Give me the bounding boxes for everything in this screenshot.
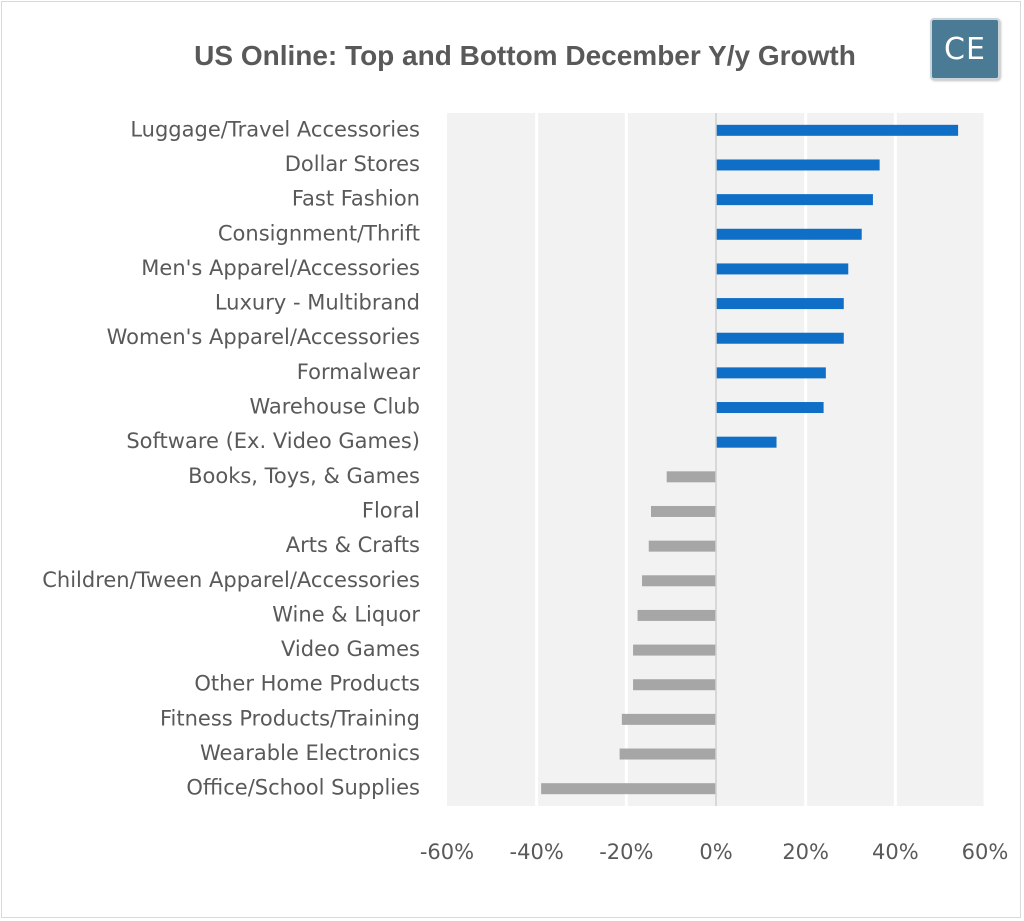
category-label-5: Luxury - Multibrand <box>215 291 420 315</box>
bar-11 <box>650 505 716 517</box>
bar-2 <box>716 194 873 206</box>
category-label-16: Other Home Products <box>194 672 420 696</box>
bar-6 <box>716 332 844 344</box>
category-label-0: Luggage/Travel Accessories <box>130 117 420 141</box>
category-label-18: Wearable Electronics <box>200 741 420 765</box>
category-label-11: Floral <box>362 498 420 522</box>
category-label-19: Office/School Supplies <box>186 776 420 800</box>
bar-18 <box>619 748 716 760</box>
category-label-6: Women's Apparel/Accessories <box>107 325 420 349</box>
category-label-17: Fitness Products/Training <box>160 706 420 730</box>
bar-13 <box>642 575 716 587</box>
bar-19 <box>541 783 716 795</box>
category-labels: Luggage/Travel Accessories Dollar Stores F… <box>42 117 420 799</box>
category-label-15: Video Games <box>281 637 420 661</box>
category-label-7: Formalwear <box>297 360 421 384</box>
bar-7 <box>716 367 826 379</box>
category-label-14: Wine & Liquor <box>272 602 420 626</box>
bar-4 <box>716 263 849 275</box>
x-tick-label-3: 0% <box>699 840 732 864</box>
category-label-2: Fast Fashion <box>292 187 420 211</box>
category-label-10: Books, Toys, & Games <box>188 464 420 488</box>
x-tick-label-1: -40% <box>510 840 564 864</box>
x-tick-label-2: -20% <box>599 840 653 864</box>
category-label-8: Warehouse Club <box>249 395 420 419</box>
bar-5 <box>716 298 844 310</box>
x-tick-label-5: 40% <box>872 840 919 864</box>
x-tick-label-0: -60% <box>420 840 474 864</box>
chart-title: US Online: Top and Bottom December Y/y G… <box>194 40 856 71</box>
bar-10 <box>666 471 716 483</box>
brand-logo-text: CE <box>944 31 986 67</box>
bar-16 <box>633 679 716 691</box>
bar-3 <box>716 228 862 240</box>
category-label-4: Men's Apparel/Accessories <box>141 256 420 280</box>
brand-logo: CE <box>930 18 1000 80</box>
bar-0 <box>716 124 959 136</box>
category-label-1: Dollar Stores <box>285 152 420 176</box>
bar-8 <box>716 402 824 414</box>
bar-17 <box>621 713 716 725</box>
category-label-9: Software (Ex. Video Games) <box>126 429 420 453</box>
category-label-12: Arts & Crafts <box>286 533 420 557</box>
bar-9 <box>716 436 777 448</box>
bar-15 <box>633 644 716 656</box>
bar-12 <box>648 540 716 552</box>
category-label-13: Children/Tween Apparel/Accessories <box>42 568 420 592</box>
bar-14 <box>637 609 716 621</box>
x-tick-label-6: 60% <box>962 840 1009 864</box>
category-label-3: Consignment/Thrift <box>218 221 420 245</box>
gridlines <box>535 113 987 806</box>
x-tick-label-4: 20% <box>782 840 829 864</box>
x-tick-labels: -60% -40% -20% 0% 20% 40% 60% <box>420 840 1008 864</box>
bar-1 <box>716 159 880 171</box>
bars <box>541 124 959 795</box>
